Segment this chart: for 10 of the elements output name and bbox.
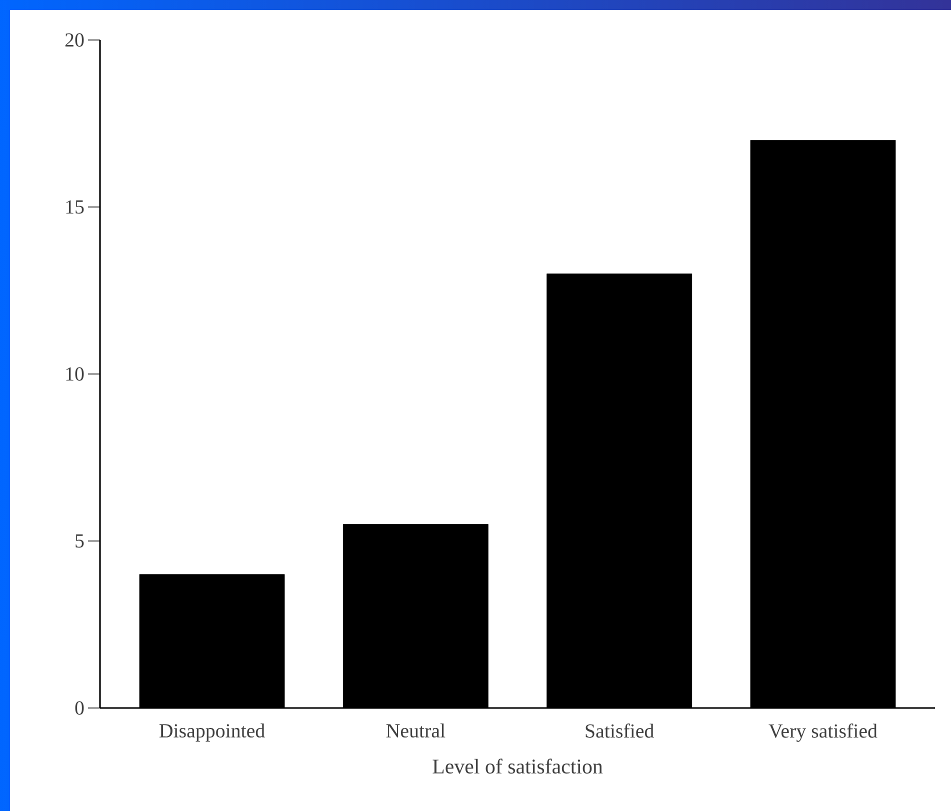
x-tick-label: Very satisfied <box>768 724 878 742</box>
y-tick-label: 20 <box>65 33 84 47</box>
x-axis-title: Level of satisfaction <box>432 758 603 774</box>
y-tick-label: 10 <box>66 367 84 381</box>
x-tick-label: Neutral <box>386 724 446 738</box>
y-tick-label: 15 <box>66 200 84 214</box>
x-tick-label: Disappointed <box>159 724 265 742</box>
y-tick-label: 0 <box>75 701 84 715</box>
x-tick-label: Satisfied <box>586 724 654 738</box>
y-tick-label: 5 <box>76 534 84 548</box>
